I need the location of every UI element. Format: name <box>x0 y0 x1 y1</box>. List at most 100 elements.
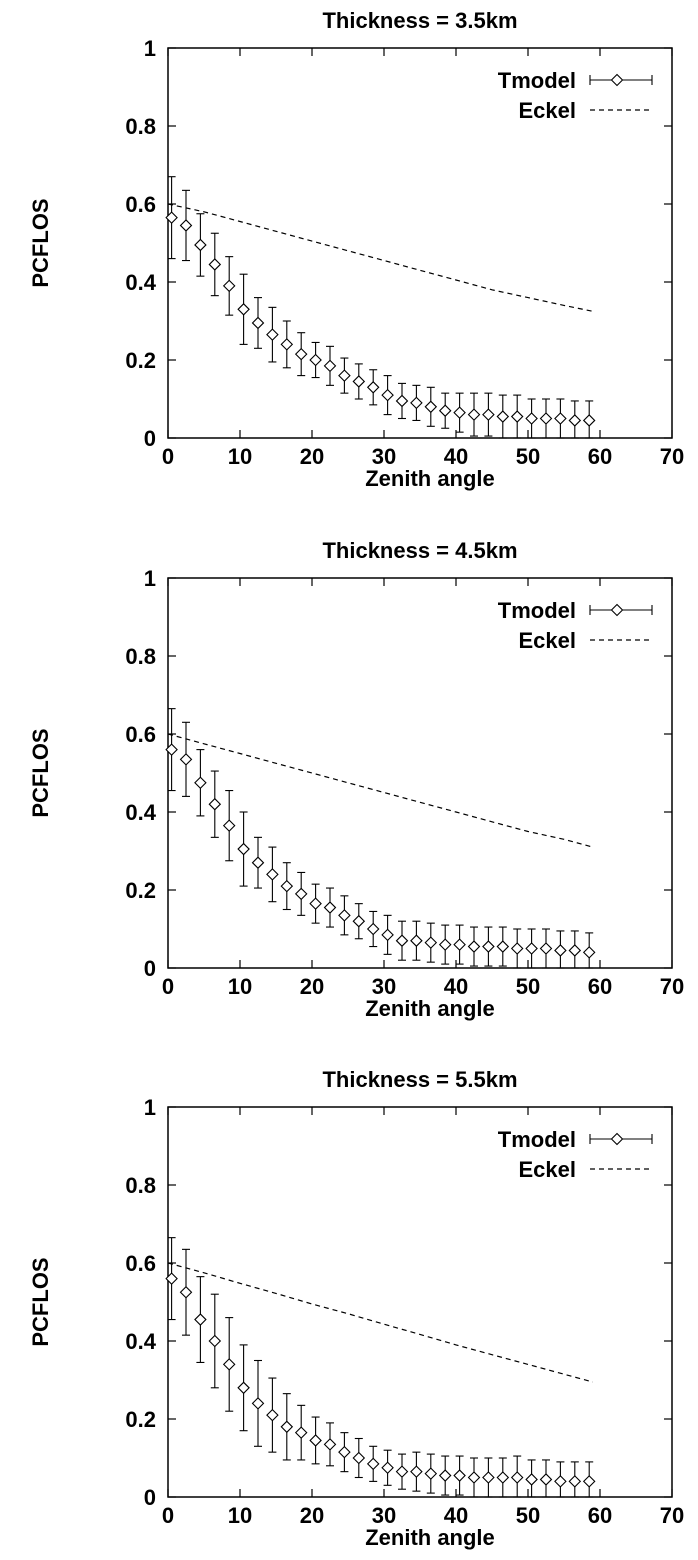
x-tick-label: 50 <box>516 974 540 999</box>
diamond-marker <box>453 406 466 419</box>
legend-label: Eckel <box>519 628 577 653</box>
data-point-tmodel <box>366 369 380 406</box>
diamond-marker <box>539 942 553 955</box>
diamond-marker <box>338 369 351 382</box>
diamond-marker <box>568 944 582 957</box>
data-point-tmodel <box>323 887 337 928</box>
data-point-tmodel <box>467 926 481 967</box>
data-point-tmodel <box>338 895 351 936</box>
data-point-tmodel <box>510 394 524 439</box>
data-point-tmodel <box>294 871 308 916</box>
diamond-marker <box>539 412 553 425</box>
data-point-tmodel <box>338 357 351 394</box>
diamond-marker <box>222 819 236 832</box>
x-tick-label: 10 <box>228 974 252 999</box>
data-point-tmodel <box>438 924 452 965</box>
legend-item-eckel: Eckel <box>519 628 652 653</box>
diamond-marker <box>381 1461 394 1475</box>
diamond-marker <box>366 1457 380 1471</box>
x-axis-label: Zenith angle <box>365 1525 495 1550</box>
legend-label: Tmodel <box>498 68 576 93</box>
diamond-marker <box>165 211 178 224</box>
data-point-tmodel <box>194 213 207 277</box>
legend-item-eckel: Eckel <box>519 1157 652 1182</box>
data-point-tmodel <box>309 883 322 924</box>
data-point-tmodel <box>482 926 495 967</box>
data-point-tmodel <box>208 232 222 297</box>
data-point-tmodel <box>179 189 193 262</box>
data-point-tmodel <box>395 382 409 420</box>
data-point-tmodel <box>237 811 250 887</box>
data-point-tmodel <box>525 928 538 969</box>
legend-label: Tmodel <box>498 1127 576 1152</box>
diamond-marker <box>395 1465 409 1478</box>
diamond-marker <box>338 1445 351 1459</box>
data-point-tmodel <box>496 394 510 439</box>
series-eckel-line <box>167 733 593 848</box>
diamond-marker <box>395 934 409 947</box>
diamond-marker <box>410 396 423 410</box>
diamond-marker <box>179 219 193 232</box>
y-tick-label: 0.6 <box>125 192 156 217</box>
diamond-marker <box>539 1473 553 1486</box>
diamond-marker <box>294 1426 308 1439</box>
diamond-marker <box>482 408 495 421</box>
y-tick-label: 1 <box>144 1095 156 1120</box>
diamond-marker <box>510 410 524 423</box>
y-tick-label: 0.2 <box>125 878 156 903</box>
chart-title: Thickness = 5.5km <box>322 1067 517 1092</box>
data-point-tmodel <box>222 256 236 316</box>
diamond-marker <box>482 1471 495 1484</box>
diamond-marker <box>352 1451 366 1465</box>
diamond-marker <box>179 1285 193 1299</box>
y-tick-label: 0.2 <box>125 1407 156 1432</box>
diamond-marker <box>251 316 265 330</box>
chart-panel-3: Thickness = 5.5km 0 10 20 30 40 50 60 70 0 0.2 0.4 0… <box>28 1067 684 1550</box>
x-tick-label: 40 <box>444 1503 468 1528</box>
data-point-tmodel <box>266 1377 279 1453</box>
data-point-tmodel <box>410 1451 423 1492</box>
diamond-marker <box>280 338 294 351</box>
diamond-marker <box>525 412 538 425</box>
data-point-tmodel <box>381 914 394 955</box>
diamond-marker <box>179 753 193 766</box>
diamond-marker <box>237 842 250 856</box>
data-point-tmodel <box>309 1416 322 1465</box>
y-tick-label: 0 <box>144 426 156 451</box>
diamond-marker <box>467 1471 481 1484</box>
data-point-tmodel <box>510 928 524 969</box>
diamond-marker <box>266 1408 279 1422</box>
data-point-tmodel <box>165 1237 178 1321</box>
diamond-marker <box>554 944 567 957</box>
data-point-tmodel <box>165 176 178 260</box>
x-tick-label: 20 <box>300 444 324 469</box>
diamond-marker <box>395 394 409 408</box>
x-tick-label: 10 <box>228 1503 252 1528</box>
diamond-marker <box>251 856 265 869</box>
legend-item-tmodel: Tmodel <box>498 598 653 623</box>
data-point-tmodel <box>568 1461 582 1498</box>
y-tick-label: 0.8 <box>125 1173 156 1198</box>
diamond-marker <box>496 410 510 423</box>
data-point-tmodel <box>438 1455 452 1496</box>
y-tick-label: 0.4 <box>125 800 156 825</box>
diamond-marker <box>309 353 322 367</box>
data-point-tmodel <box>539 398 553 439</box>
diamond-marker <box>309 897 322 910</box>
data-point-tmodel <box>237 1344 250 1432</box>
diamond-marker <box>251 1397 265 1410</box>
legend-label: Eckel <box>519 1157 577 1182</box>
data-point-tmodel <box>539 928 553 969</box>
diamond-marker <box>352 914 366 928</box>
data-point-tmodel <box>366 910 380 948</box>
data-point-tmodel <box>453 924 466 965</box>
diamond-marker <box>194 238 207 252</box>
legend: Tmodel Eckel <box>498 68 653 123</box>
diamond-marker <box>568 414 582 427</box>
x-tick-label: 0 <box>162 1503 174 1528</box>
x-tick-label: 40 <box>444 444 468 469</box>
data-point-tmodel <box>165 708 178 792</box>
y-tick-label: 0.4 <box>125 270 156 295</box>
diamond-marker <box>554 1475 567 1488</box>
x-tick-label: 60 <box>588 974 612 999</box>
